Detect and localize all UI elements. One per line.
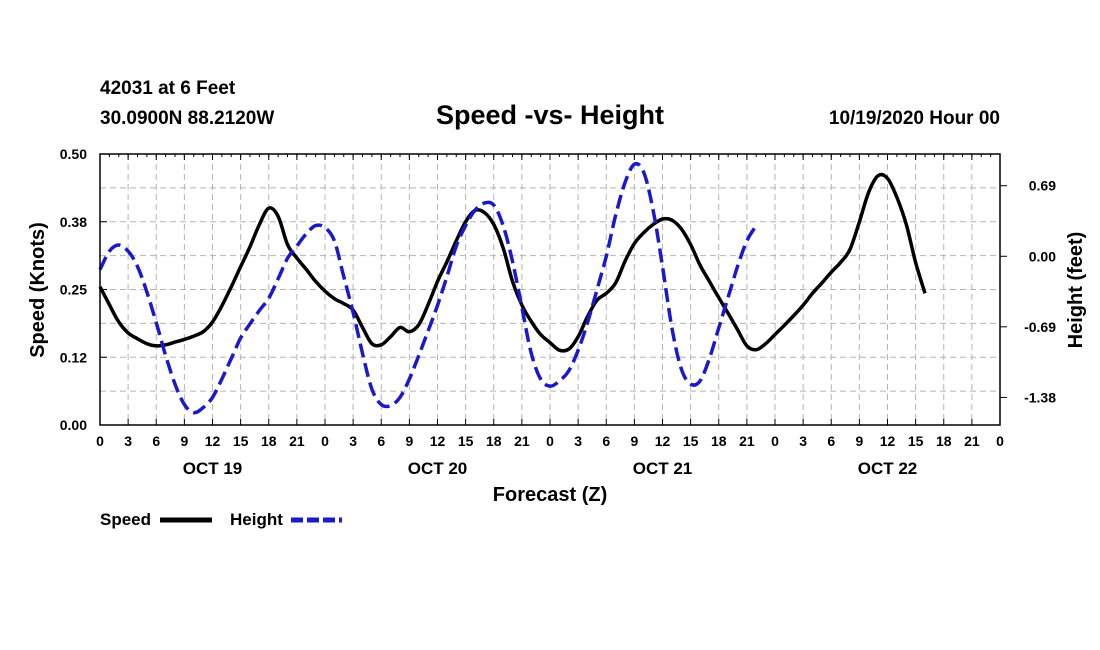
x-tick-label: 9 [180, 433, 188, 449]
x-tick-label: 3 [349, 433, 357, 449]
day-label: OCT 19 [183, 459, 243, 478]
day-label: OCT 20 [408, 459, 468, 478]
x-tick-label: 18 [261, 433, 277, 449]
y-right-tick-label: -1.38 [1024, 389, 1056, 405]
x-tick-label: 9 [855, 433, 863, 449]
y-left-tick-label: 0.25 [60, 282, 87, 298]
x-tick-label: 15 [458, 433, 474, 449]
x-tick-label: 3 [124, 433, 132, 449]
y-left-tick-label: 0.12 [60, 349, 87, 365]
x-tick-label: 15 [233, 433, 249, 449]
x-tick-label: 0 [546, 433, 554, 449]
x-tick-label: 3 [799, 433, 807, 449]
x-axis-title: Forecast (Z) [493, 484, 607, 506]
x-tick-label: 21 [964, 433, 980, 449]
y-right-tick-label: 0.00 [1029, 248, 1056, 264]
x-tick-label: 6 [152, 433, 160, 449]
y-left-tick-label: 0.00 [60, 417, 87, 433]
day-label: OCT 22 [858, 459, 918, 478]
y-left-tick-label: 0.50 [60, 146, 87, 162]
x-tick-label: 21 [514, 433, 530, 449]
x-tick-label: 12 [880, 433, 896, 449]
tick-labels: 0 3 6 9 12 15 18 21 0 3 6 9 12 15 18 21 0 3 6 9 12 15 18 21 0 3 6 9… [60, 146, 1056, 478]
axis-ticks [99, 153, 1007, 426]
x-tick-label: 15 [683, 433, 699, 449]
height-series-line [98, 161, 758, 415]
legend-height-label: Height [230, 510, 283, 529]
y-left-axis-title: Speed (Knots) [27, 222, 49, 358]
x-tick-label: 0 [96, 433, 104, 449]
x-tick-label: 6 [602, 433, 610, 449]
y-right-tick-label: 0.69 [1029, 178, 1056, 194]
series-layer [98, 161, 927, 415]
station-label: 42031 at 6 Feet [100, 78, 236, 99]
x-tick-label: 18 [936, 433, 952, 449]
x-tick-label: 0 [321, 433, 329, 449]
x-tick-label: 21 [739, 433, 755, 449]
x-tick-label: 6 [377, 433, 385, 449]
x-tick-label: 12 [205, 433, 221, 449]
x-tick-label: 6 [827, 433, 835, 449]
y-left-tick-label: 0.38 [60, 214, 87, 230]
x-tick-label: 3 [574, 433, 582, 449]
x-tick-label: 18 [486, 433, 502, 449]
location-label: 30.0900N 88.2120W [100, 108, 274, 129]
x-tick-label: 12 [655, 433, 671, 449]
chart-title: Speed -vs- Height [436, 100, 664, 130]
y-right-tick-label: -0.69 [1024, 319, 1056, 335]
x-tick-label: 15 [908, 433, 924, 449]
x-tick-label: 18 [711, 433, 727, 449]
legend: Speed Height [100, 510, 342, 529]
x-tick-label: 12 [430, 433, 446, 449]
day-label: OCT 21 [633, 459, 693, 478]
x-tick-label: 9 [405, 433, 413, 449]
legend-speed-label: Speed [100, 510, 151, 529]
x-tick-label: 0 [996, 433, 1004, 449]
y-right-axis-title: Height (feet) [1065, 232, 1087, 349]
run-time-label: 10/19/2020 Hour 00 [829, 108, 1000, 129]
x-tick-label: 9 [630, 433, 638, 449]
x-tick-label: 21 [289, 433, 305, 449]
speed-series-line [98, 172, 927, 353]
x-tick-label: 0 [771, 433, 779, 449]
grid-lines [100, 154, 1000, 425]
